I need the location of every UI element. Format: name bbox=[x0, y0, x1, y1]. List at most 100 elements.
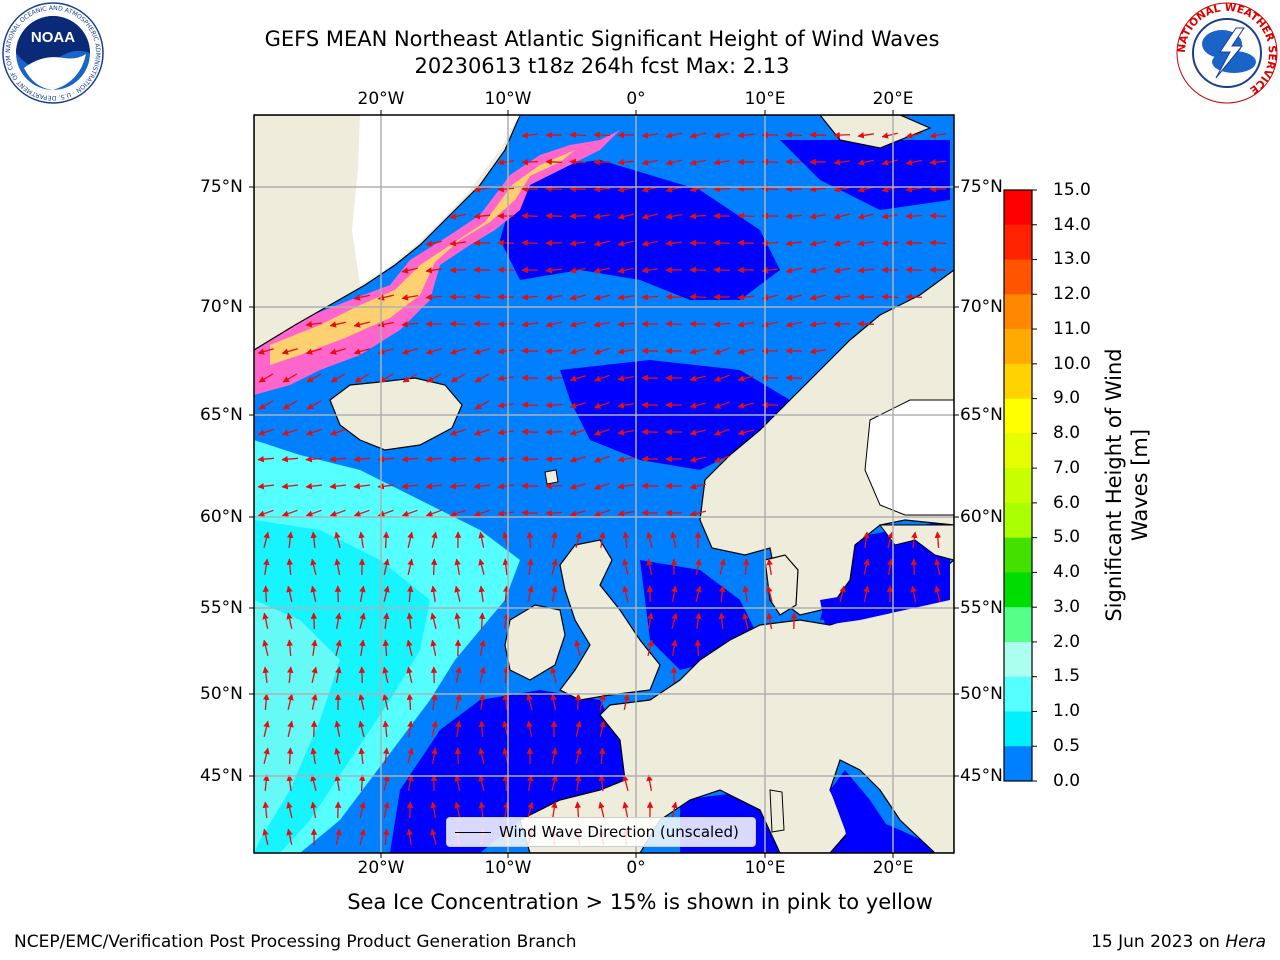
direction-arrow-352 bbox=[863, 558, 870, 575]
map-frame bbox=[253, 114, 955, 854]
direction-arrow-273 bbox=[305, 483, 323, 490]
direction-arrow-199 bbox=[354, 373, 370, 383]
direction-arrow-481 bbox=[478, 774, 485, 791]
direction-arrow-145 bbox=[881, 293, 899, 301]
direction-arrow-362 bbox=[406, 585, 414, 603]
direction-arrow-409 bbox=[574, 639, 581, 656]
direction-arrow-432 bbox=[406, 693, 414, 711]
direction-arrow-118 bbox=[833, 267, 850, 274]
direction-arrow-403 bbox=[359, 639, 366, 656]
direction-arrow-205 bbox=[497, 375, 514, 382]
direction-arrow-11 bbox=[785, 131, 803, 139]
lat-left-label-45: 45°N bbox=[200, 766, 243, 786]
lon-bottom-label-4: 20°E bbox=[872, 858, 914, 878]
direction-arrow-457 bbox=[263, 747, 270, 764]
direction-arrow-23 bbox=[617, 158, 635, 166]
direction-arrow-442 bbox=[263, 720, 270, 737]
direction-arrow-274 bbox=[329, 483, 347, 490]
faroe-islands bbox=[544, 469, 559, 485]
direction-arrow-143 bbox=[833, 294, 850, 301]
direction-arrow-344 bbox=[551, 558, 558, 575]
colorbar-tick-label: 0.0 bbox=[1053, 771, 1081, 791]
direction-arrow-293 bbox=[329, 509, 346, 517]
colorbar-segment-2 bbox=[1004, 259, 1032, 295]
direction-arrow-58 bbox=[473, 212, 491, 220]
direction-arrow-496 bbox=[430, 801, 437, 819]
direction-arrow-478 bbox=[407, 774, 414, 791]
colorbar-segment-5 bbox=[1004, 363, 1032, 400]
direction-arrow-244 bbox=[593, 428, 610, 436]
direction-arrow-198 bbox=[330, 373, 346, 383]
direction-arrow-358 bbox=[310, 585, 317, 602]
direction-arrow-424 bbox=[550, 666, 557, 683]
direction-arrow-275 bbox=[353, 483, 371, 490]
direction-arrow-385 bbox=[359, 612, 366, 629]
direction-arrow-230 bbox=[689, 402, 706, 409]
direction-arrow-473 bbox=[286, 774, 293, 791]
colorbar-segment-7 bbox=[1004, 433, 1032, 469]
direction-arrow-137 bbox=[689, 293, 707, 301]
direction-arrow-170 bbox=[857, 320, 875, 328]
direction-arrow-354 bbox=[910, 558, 918, 576]
direction-arrow-511 bbox=[359, 828, 366, 845]
direction-arrow-447 bbox=[382, 720, 390, 738]
direction-arrow-417 bbox=[358, 666, 366, 684]
direction-arrow-426 bbox=[262, 693, 270, 711]
direction-arrow-465 bbox=[454, 747, 462, 765]
direction-arrow-419 bbox=[406, 666, 413, 683]
direction-arrow-84 bbox=[569, 240, 586, 247]
direction-arrow-445 bbox=[334, 720, 341, 738]
axis-ticks bbox=[249, 110, 959, 858]
noaa-logo: NOAA NATIONAL OCEANIC AND ATMOSPHERIC AD… bbox=[2, 2, 104, 104]
direction-arrow-79 bbox=[449, 240, 466, 247]
direction-arrow-113 bbox=[713, 266, 731, 274]
direction-arrow-86 bbox=[617, 240, 634, 247]
colorbar-tick-label: 14.0 bbox=[1053, 215, 1091, 235]
direction-arrow-510 bbox=[335, 828, 342, 845]
ireland bbox=[504, 604, 566, 681]
direction-arrow-463 bbox=[407, 747, 414, 764]
direction-arrow-484 bbox=[551, 774, 558, 791]
direction-arrow-458 bbox=[286, 747, 294, 765]
direction-arrow-128 bbox=[473, 293, 491, 301]
direction-arrow-331 bbox=[934, 531, 942, 549]
direction-arrow-416 bbox=[335, 666, 342, 684]
direction-arrow-427 bbox=[287, 693, 294, 710]
colorbar-segment-3 bbox=[1004, 294, 1032, 330]
direction-arrow-210 bbox=[617, 375, 635, 382]
direction-arrow-405 bbox=[406, 639, 413, 656]
direction-arrow-326 bbox=[670, 531, 677, 549]
sea-ice-edge-yellow bbox=[270, 150, 575, 365]
direction-arrow-21 bbox=[569, 158, 587, 166]
direction-arrow-412 bbox=[694, 639, 702, 657]
legend-label: Wind Wave Direction (unscaled) bbox=[499, 823, 739, 841]
direction-arrow-284 bbox=[569, 483, 586, 490]
direction-arrow-107 bbox=[569, 267, 586, 274]
direction-arrow-408 bbox=[479, 639, 486, 656]
direction-arrow-431 bbox=[382, 693, 389, 710]
direction-arrow-88 bbox=[665, 239, 683, 247]
direction-arrow-313 bbox=[358, 531, 365, 549]
direction-arrow-281 bbox=[497, 483, 514, 490]
direction-arrow-231 bbox=[713, 401, 730, 409]
direction-arrow-250 bbox=[737, 429, 754, 436]
lon-top-label-0: 20°W bbox=[357, 89, 405, 109]
direction-arrow-110 bbox=[641, 267, 658, 274]
direction-arrow-206 bbox=[521, 374, 539, 382]
direction-arrow-387 bbox=[406, 612, 413, 629]
direction-arrow-311 bbox=[310, 531, 317, 548]
direction-arrow-112 bbox=[689, 266, 707, 274]
direction-arrow-474 bbox=[310, 774, 317, 791]
direction-arrow-459 bbox=[310, 747, 317, 765]
direction-arrow-236 bbox=[305, 428, 322, 436]
direction-arrow-470 bbox=[575, 747, 582, 764]
direction-arrow-34 bbox=[881, 159, 898, 166]
direction-arrow-156 bbox=[521, 321, 538, 328]
direction-arrow-390 bbox=[478, 612, 486, 630]
direction-arrow-178 bbox=[425, 348, 442, 355]
direction-arrow-132 bbox=[569, 294, 586, 301]
denmark bbox=[764, 554, 799, 616]
direction-arrow-15 bbox=[881, 132, 898, 139]
direction-arrow-323 bbox=[599, 531, 606, 548]
